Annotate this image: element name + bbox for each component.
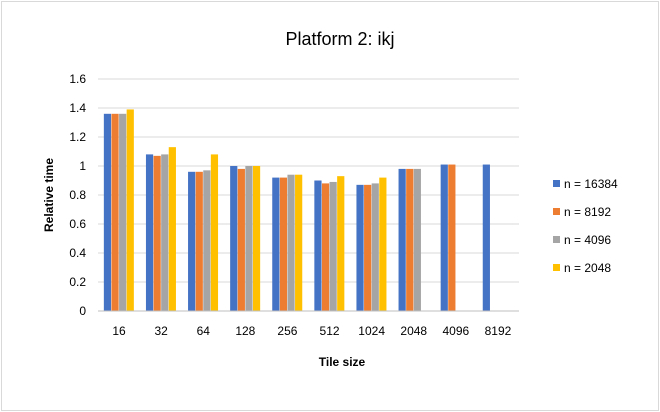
bar [153, 155, 161, 311]
y-tick-label: 0.2 [69, 275, 86, 289]
x-tick-label: 1024 [358, 324, 385, 338]
x-tick-label: 8192 [485, 324, 512, 338]
y-tick-label: 0.6 [69, 217, 86, 231]
y-tick-label: 0.4 [69, 246, 86, 260]
x-tick-label: 2048 [400, 324, 427, 338]
bar [406, 168, 414, 311]
bar [371, 183, 379, 311]
bar [210, 154, 219, 311]
x-tick-label: 256 [277, 324, 297, 338]
legend-label: n = 4096 [564, 233, 611, 247]
legend-swatch [553, 236, 560, 243]
x-tick-label: 16 [112, 324, 126, 338]
chart-title: Platform 2: ikj [285, 29, 394, 49]
y-tick-label: 1 [79, 159, 86, 173]
bar [168, 147, 176, 311]
bar [119, 113, 127, 311]
bar [195, 171, 203, 311]
x-tick-labels: 16 32 64 128 256 512 1024 2048 4096 8192 [112, 324, 511, 338]
bar [287, 174, 295, 311]
y-axis-title: Relative time [42, 158, 56, 232]
legend: n = 16384 n = 8192 n = 4096 n = 2048 [553, 177, 618, 275]
bar [356, 184, 364, 311]
y-tick-label: 0 [79, 304, 86, 318]
x-tick-label: 128 [235, 324, 255, 338]
y-tick-label: 1.4 [69, 101, 86, 115]
bar [337, 176, 345, 311]
x-tick-label: 32 [154, 324, 168, 338]
bar [126, 109, 134, 311]
y-tick-label: 0.8 [69, 188, 86, 202]
legend-swatch [553, 180, 560, 187]
bar [111, 113, 119, 311]
bar [398, 168, 406, 311]
bar [103, 113, 112, 311]
y-tick-labels: 0 0.2 0.4 0.6 0.8 1 1.2 1.4 1.6 [69, 72, 86, 318]
bar [321, 183, 330, 311]
bar [230, 166, 238, 311]
x-axis-title: Tile size [319, 355, 366, 369]
bar [440, 164, 448, 311]
bar [295, 174, 303, 311]
bar [314, 180, 322, 311]
bar [203, 170, 211, 311]
bar [252, 166, 261, 311]
bar [245, 166, 253, 311]
bar [161, 154, 169, 311]
x-tick-label: 512 [320, 324, 340, 338]
bar [329, 181, 337, 311]
legend-swatch [553, 208, 560, 215]
y-tick-label: 1.6 [69, 72, 86, 86]
bar [145, 154, 154, 311]
y-tick-label: 1.2 [69, 130, 86, 144]
bar [379, 177, 387, 311]
bar [188, 171, 196, 311]
x-tick-label: 64 [197, 324, 211, 338]
legend-label: n = 2048 [564, 261, 611, 275]
bar [413, 168, 421, 311]
legend-label: n = 16384 [564, 177, 618, 191]
bar [272, 177, 280, 311]
bar [364, 184, 372, 311]
bar [482, 164, 490, 311]
bar [237, 168, 245, 311]
x-tick-label: 4096 [442, 324, 469, 338]
bar [279, 177, 288, 311]
legend-swatch [553, 264, 560, 271]
bar [448, 164, 456, 311]
bars [103, 109, 490, 311]
legend-label: n = 8192 [564, 205, 611, 219]
